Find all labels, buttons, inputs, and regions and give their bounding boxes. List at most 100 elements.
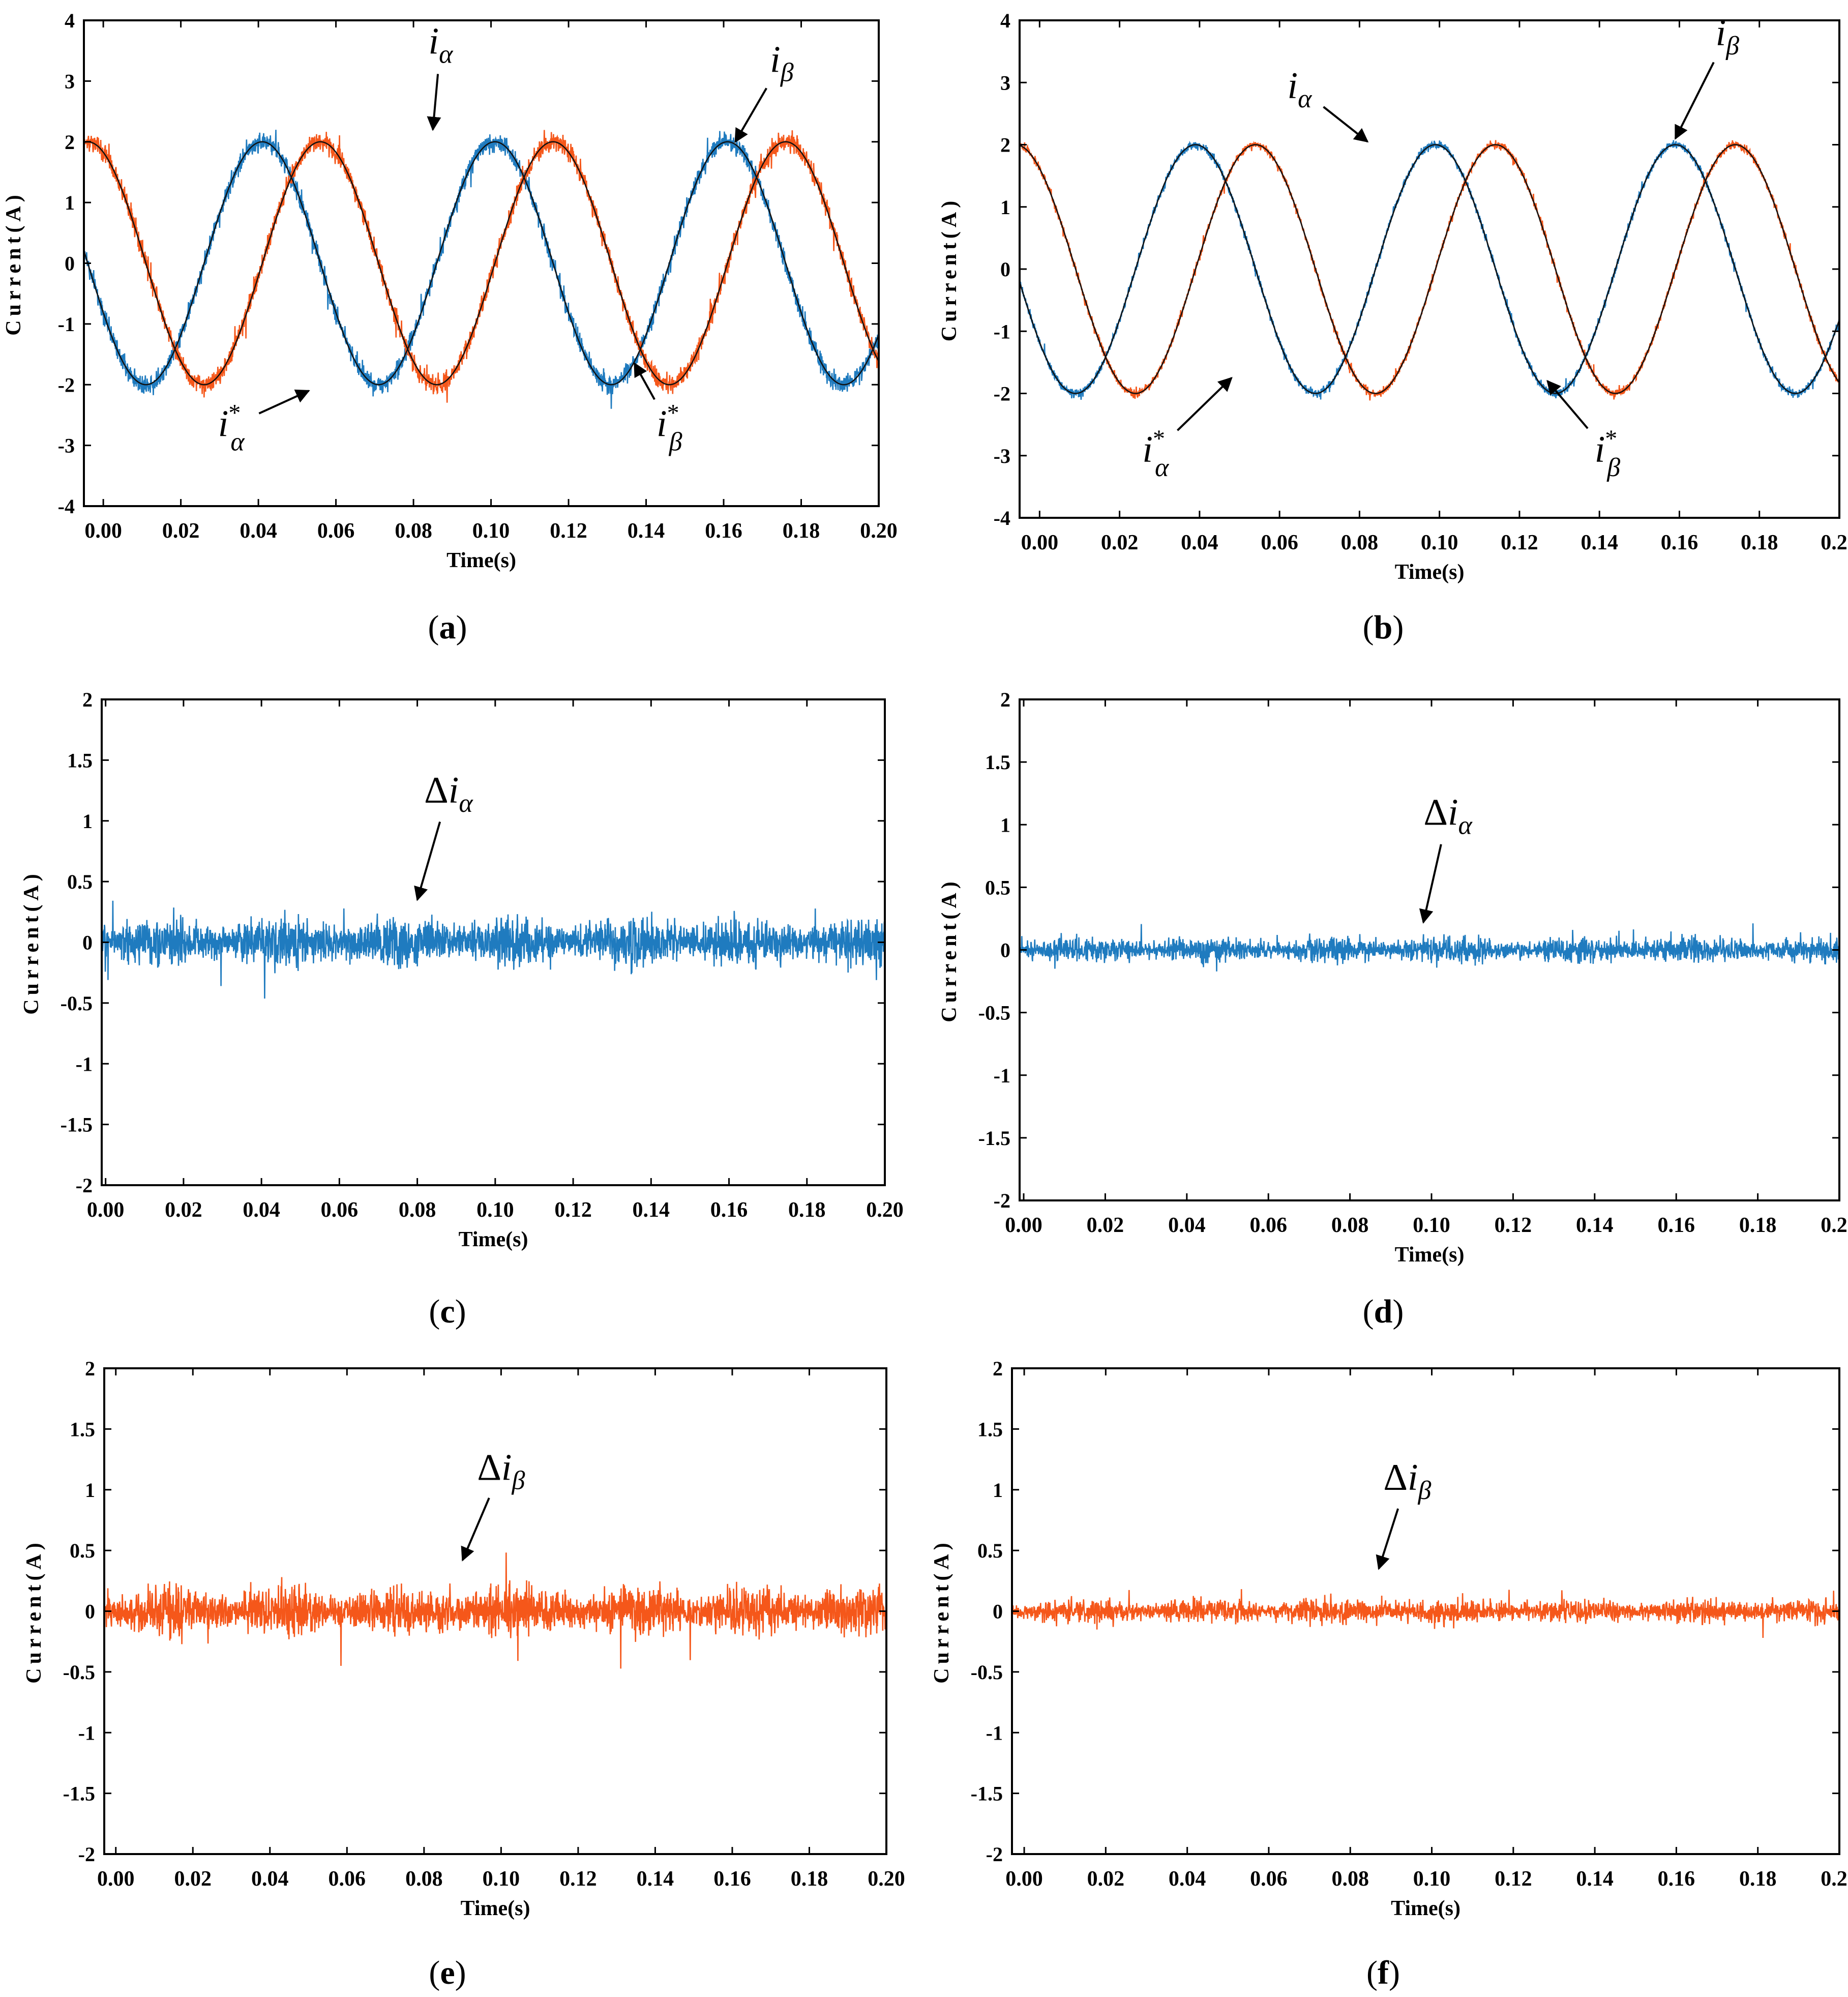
- y-tick-label: 3: [1000, 71, 1010, 94]
- y-tick-label: -2: [986, 1843, 1003, 1866]
- series-i_beta_ref: [1020, 144, 1839, 394]
- x-axis-label: Time(s): [459, 1228, 528, 1251]
- y-tick-label: 2: [82, 688, 93, 711]
- series-i_beta: [1020, 140, 1839, 401]
- y-axis-label: Current(A): [20, 870, 43, 1015]
- x-axis-label: Time(s): [1395, 1243, 1465, 1267]
- y-tick-label: -2: [994, 383, 1010, 405]
- annotation-label: iβ: [1716, 12, 1740, 61]
- y-tick-label: 1: [82, 810, 93, 833]
- series-delta_i_alpha: [1020, 923, 1839, 972]
- x-tick-label: 0.10: [472, 519, 510, 543]
- x-tick-label: 0.06: [1249, 1214, 1287, 1237]
- annotation-label: iα: [429, 21, 454, 69]
- chart-panel-c: 2 1.5 1 0.5 0 -0.5 -1 -1.5 -20.00 0.02 0.04 0.06 0.0…: [20, 688, 904, 1330]
- annotation: iβ: [1674, 12, 1740, 140]
- y-tick-label: 1: [85, 1479, 95, 1502]
- y-tick-label: -1.5: [971, 1782, 1003, 1805]
- x-tick-label: 0.00: [1005, 1867, 1043, 1891]
- x-tick-label: 0.12: [1495, 1867, 1532, 1891]
- y-tick-label: 0: [1000, 939, 1010, 962]
- y-tick-label: 0.5: [985, 876, 1010, 899]
- annotation-label: iα: [1288, 65, 1313, 113]
- annotation-arrow: [1674, 62, 1715, 140]
- annotation-arrow: [633, 362, 655, 400]
- x-tick-label: 0.00: [87, 1198, 125, 1222]
- y-tick-label: -0.5: [61, 992, 93, 1015]
- annotation: i* α: [1142, 376, 1233, 482]
- x-tick-label: 0.08: [1331, 1214, 1369, 1237]
- x-tick-label: 0.16: [713, 1867, 751, 1891]
- x-axis-label: Time(s): [1395, 561, 1465, 584]
- annotation: Δiβ: [1376, 1457, 1432, 1570]
- x-tick-label: 0.02: [174, 1867, 212, 1891]
- x-tick-label: 0.14: [633, 1198, 670, 1222]
- x-tick-label: 0.00: [1005, 1214, 1042, 1237]
- x-tick-label: 0.20: [1821, 531, 1848, 554]
- plot-frame: [83, 19, 880, 507]
- x-tick-label: 0.18: [788, 1198, 826, 1222]
- y-tick-label: 0: [82, 931, 93, 954]
- y-tick-label: 1.5: [70, 1418, 95, 1441]
- y-tick-label: -4: [58, 495, 75, 518]
- chart-panel-e: 2 1.5 1 0.5 0 -0.5 -1 -1.5 -20.00 0.02 0.04 0.06 0.0…: [22, 1357, 905, 1991]
- annotation-arrow: [734, 87, 767, 143]
- y-tick-label: 0.5: [977, 1539, 1003, 1562]
- y-tick-label: 4: [65, 9, 75, 32]
- series-delta_i_alpha: [102, 900, 885, 999]
- y-tick-label: -2: [76, 1174, 93, 1197]
- y-tick-label: -1.5: [63, 1782, 95, 1805]
- x-axis-label: Time(s): [446, 549, 516, 572]
- y-axis-label: Current(A): [938, 197, 961, 342]
- y-tick-label: -2: [58, 373, 75, 396]
- x-tick-label: 0.06: [321, 1198, 359, 1222]
- x-tick-label: 0.04: [1181, 531, 1218, 554]
- annotation: iα: [427, 21, 454, 131]
- x-tick-label: 0.02: [165, 1198, 202, 1222]
- x-tick-label: 0.14: [1581, 531, 1618, 554]
- x-tick-label: 0.12: [554, 1198, 592, 1222]
- x-tick-label: 0.20: [1821, 1867, 1848, 1891]
- y-axis-label: Current(A): [2, 191, 25, 336]
- panel-caption: (b): [1363, 609, 1404, 646]
- chart-panel-d: 2 1.5 1 0.5 0 -0.5 -1 -1.5 -20.00 0.02 0.04 0.06 0.0…: [938, 688, 1848, 1330]
- x-axis-label: Time(s): [1391, 1897, 1460, 1920]
- y-tick-label: 3: [65, 70, 75, 93]
- y-tick-label: 1: [993, 1479, 1003, 1502]
- y-tick-label: -1.5: [61, 1113, 93, 1136]
- y-tick-label: -1: [58, 313, 75, 336]
- y-axis-label: Current(A): [22, 1539, 46, 1684]
- x-tick-label: 0.14: [1576, 1867, 1614, 1891]
- series-i_beta_ref: [84, 141, 879, 386]
- x-tick-label: 0.10: [476, 1198, 514, 1222]
- annotation-label: i* β: [1595, 425, 1621, 482]
- y-tick-label: -3: [994, 445, 1010, 467]
- x-axis-label: Time(s): [461, 1897, 530, 1920]
- series-delta_i_beta: [1012, 1589, 1839, 1638]
- annotation-label: Δiβ: [1383, 1457, 1431, 1505]
- y-tick-label: 1: [1000, 813, 1010, 836]
- series-delta_i_beta: [104, 1552, 886, 1669]
- annotation: iα: [1288, 65, 1369, 143]
- x-tick-label: 0.04: [251, 1867, 289, 1891]
- y-tick-label: 0: [1000, 258, 1010, 281]
- x-tick-label: 0.08: [405, 1867, 443, 1891]
- panel-caption: (e): [429, 1954, 466, 1991]
- x-tick-label: 0.04: [243, 1198, 280, 1222]
- x-tick-label: 0.14: [1576, 1214, 1614, 1237]
- annotation-label: i* β: [657, 400, 682, 457]
- x-tick-label: 0.02: [1087, 1867, 1125, 1891]
- y-axis-label: Current(A): [938, 877, 961, 1022]
- y-tick-label: -2: [994, 1189, 1010, 1212]
- chart-panel-b: 4 3 2 1 0 -1 -2 -3 -4 0.00 0.02 0.04 0.06 0.08 0.10 0.1…: [938, 9, 1848, 646]
- y-tick-label: 2: [1000, 134, 1010, 157]
- y-tick-label: 1.5: [67, 749, 93, 772]
- x-tick-label: 0.18: [1739, 1867, 1777, 1891]
- y-tick-label: 1.5: [985, 751, 1010, 774]
- x-tick-label: 0.06: [329, 1867, 366, 1891]
- annotation-label: i* α: [1142, 425, 1170, 482]
- annotation-arrow: [414, 821, 441, 901]
- series-i_alpha: [1020, 140, 1839, 400]
- x-tick-label: 0.20: [1821, 1214, 1848, 1237]
- x-tick-label: 0.00: [1021, 531, 1059, 554]
